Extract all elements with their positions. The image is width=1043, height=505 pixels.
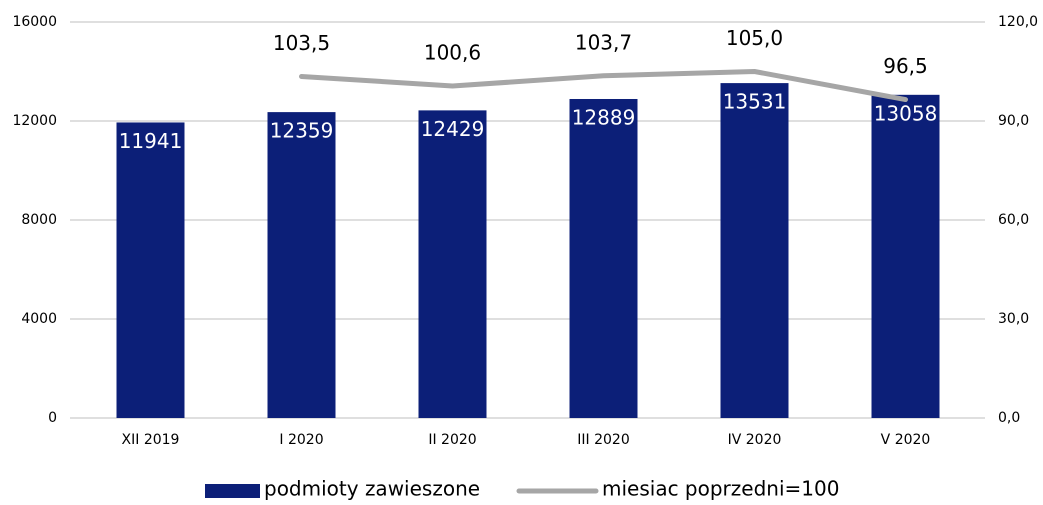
line-value-label: 103,5 xyxy=(273,31,330,55)
x-tick-label: II 2020 xyxy=(428,432,476,448)
line-value-label: 100,6 xyxy=(424,41,481,65)
line-value-label: 105,0 xyxy=(726,26,783,50)
bar xyxy=(116,122,185,418)
legend-label: miesiac poprzedni=100 xyxy=(602,477,839,501)
line xyxy=(299,69,908,103)
y2-tick-label: 30,0 xyxy=(998,311,1029,327)
y-tick-label: 0 xyxy=(48,410,57,426)
line-value-label: 96,5 xyxy=(883,54,928,78)
y-tick-label: 12000 xyxy=(12,113,57,129)
bar xyxy=(267,112,336,419)
x-tick-label: III 2020 xyxy=(577,432,629,448)
x-tick-label: V 2020 xyxy=(881,432,931,448)
bar xyxy=(569,98,638,418)
bar-value-label: 12359 xyxy=(270,119,334,143)
x-tick-label: IV 2020 xyxy=(728,432,782,448)
x-tick-label: XII 2019 xyxy=(122,432,180,448)
bar xyxy=(418,110,487,418)
bar-value-label: 13531 xyxy=(723,90,787,114)
bar xyxy=(871,94,940,418)
bar-value-label: 11941 xyxy=(119,129,183,153)
bar-value-label: 12429 xyxy=(421,117,485,141)
y-tick-label: 4000 xyxy=(21,311,57,327)
bar xyxy=(720,83,789,418)
legend-swatch xyxy=(205,484,260,498)
y2-tick-label: 0,0 xyxy=(998,410,1020,426)
y2-tick-label: 60,0 xyxy=(998,212,1029,228)
y2-tick-label: 120,0 xyxy=(998,14,1038,30)
x-tick-label: I 2020 xyxy=(279,432,323,448)
y-tick-label: 8000 xyxy=(21,212,57,228)
y-tick-label: 16000 xyxy=(12,14,57,30)
bar-value-label: 13058 xyxy=(874,101,938,125)
y2-tick-label: 90,0 xyxy=(998,113,1029,129)
legend-label: podmioty zawieszone xyxy=(264,477,480,501)
line-value-label: 103,7 xyxy=(575,30,632,54)
bar-value-label: 12889 xyxy=(572,105,636,129)
